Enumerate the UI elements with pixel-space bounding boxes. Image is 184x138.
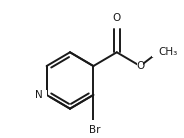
FancyBboxPatch shape bbox=[88, 120, 102, 130]
FancyBboxPatch shape bbox=[152, 48, 165, 57]
FancyBboxPatch shape bbox=[137, 62, 143, 71]
Text: N: N bbox=[35, 90, 43, 100]
FancyBboxPatch shape bbox=[40, 90, 47, 100]
FancyBboxPatch shape bbox=[114, 19, 120, 28]
Text: O: O bbox=[113, 13, 121, 23]
Text: Br: Br bbox=[89, 125, 100, 135]
Text: CH₃: CH₃ bbox=[159, 47, 178, 57]
Text: O: O bbox=[136, 61, 144, 71]
